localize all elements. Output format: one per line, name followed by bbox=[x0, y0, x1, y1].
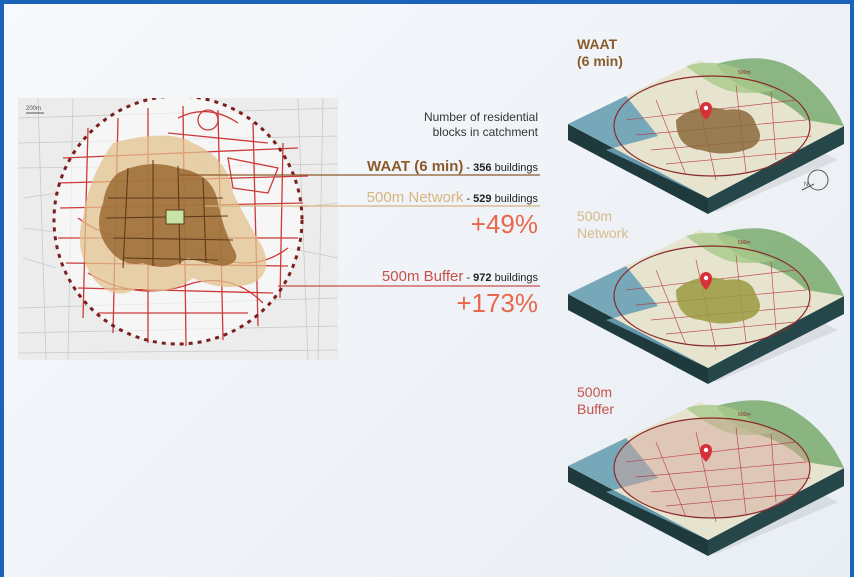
terrain-block-network: 500m bbox=[568, 228, 844, 384]
legend-row-waat: WAAT (6 min) - 356 buildings bbox=[366, 158, 538, 175]
svg-text:500m: 500m bbox=[738, 240, 751, 246]
legend-pct-network: +49% bbox=[470, 209, 538, 239]
block-label-waat: WAAT (6 min) bbox=[577, 36, 623, 69]
map-scale-label: 200m bbox=[26, 106, 41, 112]
svg-text:500m: 500m bbox=[738, 70, 751, 76]
legend-title-network: 500m Network bbox=[366, 189, 464, 206]
svg-text:N: N bbox=[804, 182, 808, 188]
legend-heading: Number of residential blocks in catchmen… bbox=[423, 110, 538, 139]
north-arrow-icon: N bbox=[801, 169, 829, 191]
legend-count-network: 529 bbox=[473, 193, 492, 205]
terrain-block-buffer: 500m bbox=[568, 400, 844, 556]
park-block bbox=[165, 209, 185, 225]
legend-count-buffer: 972 bbox=[473, 272, 492, 284]
legend-row-buffer: 500m Buffer - 972 buildings bbox=[381, 268, 538, 285]
terrain-block-waat: 500m bbox=[568, 58, 844, 214]
svg-text:500m: 500m bbox=[738, 412, 751, 418]
catchment-map: 200m bbox=[18, 98, 338, 360]
legend-row-network: 500m Network - 529 buildings bbox=[366, 189, 538, 206]
legend-pct-buffer: +173% bbox=[456, 288, 538, 318]
legend-count-waat: 356 bbox=[473, 162, 492, 174]
buffer-circle bbox=[52, 98, 304, 346]
legend-title-waat: WAAT (6 min) bbox=[366, 158, 464, 175]
block-label-buffer: 500m Buffer bbox=[577, 384, 615, 417]
block-label-network: 500m Network bbox=[577, 208, 629, 241]
legend-title-buffer: 500m Buffer bbox=[381, 268, 464, 285]
